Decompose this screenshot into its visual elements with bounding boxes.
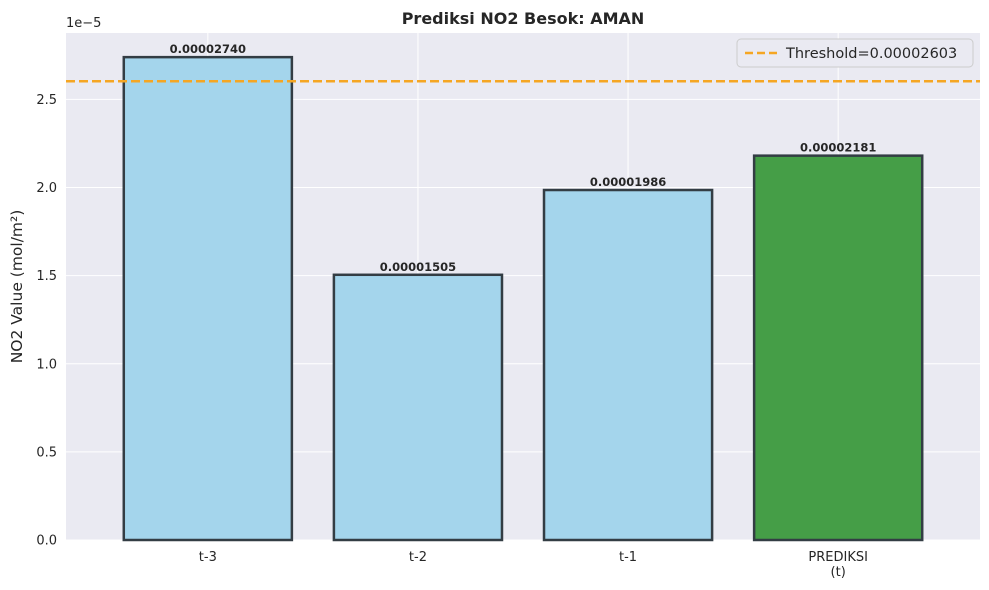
bar-value-labels: 0.00002740 0.00001505 0.00001986 0.00002181 bbox=[170, 42, 877, 274]
bar-value-label: 0.00002740 bbox=[170, 42, 246, 56]
legend-threshold-label: Threshold=0.00002603 bbox=[785, 46, 957, 62]
x-tick-label: PREDIKSI bbox=[808, 550, 868, 565]
y-tick-label: 0.5 bbox=[36, 445, 57, 460]
y-tick-label: 1.0 bbox=[36, 357, 57, 372]
x-axis: t-3 t-2 t-1 PREDIKSI(t) bbox=[199, 550, 868, 580]
x-tick-label: (t) bbox=[831, 565, 846, 580]
x-tick-label: t-3 bbox=[199, 550, 217, 565]
x-tick-label: t-2 bbox=[409, 550, 427, 565]
legend-box bbox=[736, 38, 974, 68]
legend: Threshold=0.00002603 bbox=[736, 38, 974, 68]
bar bbox=[332, 273, 504, 542]
chart-title: Prediksi NO2 Besok: AMAN bbox=[402, 9, 645, 28]
y-axis: 0.0 0.5 1.0 1.5 2.0 2.5 bbox=[36, 93, 57, 549]
bar-value-label: 0.00002181 bbox=[800, 141, 876, 155]
bar bbox=[752, 154, 924, 542]
x-tick-label: t-1 bbox=[619, 550, 637, 565]
bars bbox=[122, 55, 924, 542]
y-tick-label: 0.0 bbox=[36, 534, 57, 549]
y-tick-label: 1.5 bbox=[36, 269, 57, 284]
bar-value-label: 0.00001986 bbox=[590, 175, 666, 189]
y-tick-label: 2.0 bbox=[36, 181, 57, 196]
y-axis-offset-label: 1e−5 bbox=[66, 16, 101, 31]
y-axis-label: NO2 Value (mol/m²) bbox=[8, 210, 26, 364]
bar bbox=[542, 188, 714, 542]
bar-value-label: 0.00001505 bbox=[380, 260, 456, 274]
bar bbox=[122, 55, 294, 542]
y-tick-label: 2.5 bbox=[36, 93, 57, 108]
